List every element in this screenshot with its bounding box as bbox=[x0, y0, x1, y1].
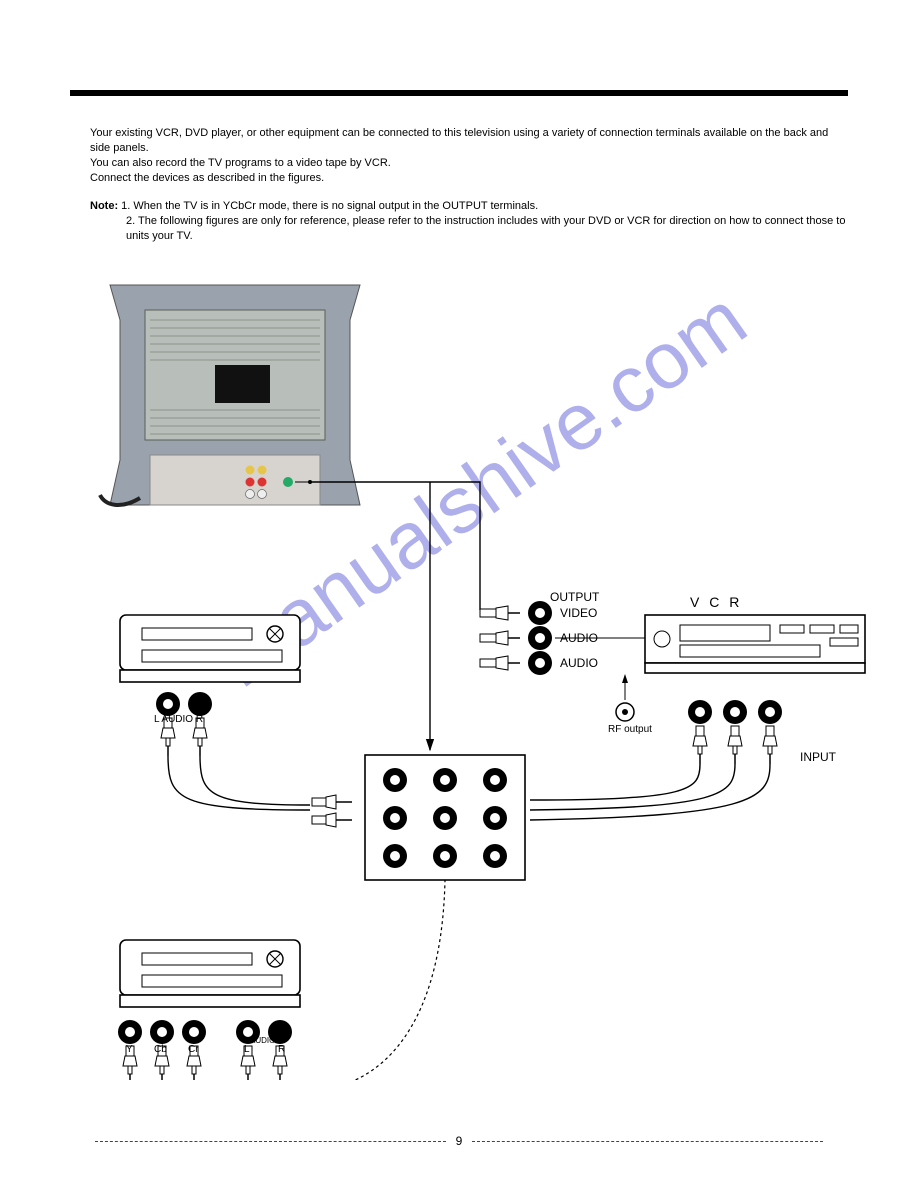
upper-player-audio-l-jack bbox=[156, 692, 180, 716]
component-cr-jack bbox=[182, 1020, 206, 1044]
page-number: 9 bbox=[456, 1134, 463, 1148]
junction-panel bbox=[365, 755, 525, 880]
label-input: INPUT bbox=[800, 750, 836, 764]
vcr-input-jack-2 bbox=[723, 700, 747, 724]
intro-line-1: Your existing VCR, DVD player, or other … bbox=[90, 126, 848, 156]
label-lower-l: L bbox=[244, 1044, 250, 1055]
note-label: Note: bbox=[90, 200, 118, 212]
note-block: Note: 1. When the TV is in YCbCr mode, t… bbox=[90, 199, 848, 244]
vcr-rf-output-jack bbox=[616, 703, 634, 721]
component-cb-jack bbox=[150, 1020, 174, 1044]
vcr-input-plug-3 bbox=[763, 726, 777, 764]
vcr-out-audio-jack-2 bbox=[528, 651, 552, 675]
label-audio-1: AUDIO bbox=[560, 631, 598, 645]
upper-player bbox=[120, 615, 300, 682]
vcr-out-audio-jack-1 bbox=[528, 626, 552, 650]
intro-block: Your existing VCR, DVD player, or other … bbox=[90, 126, 848, 185]
page-footer: 9 bbox=[60, 1133, 858, 1148]
label-rf-output: RF output bbox=[608, 724, 652, 735]
connection-diagram: manualshive.com bbox=[50, 280, 868, 1080]
upper-player-audio-r-jack bbox=[188, 692, 212, 716]
label-upper-laudior: L AUDIO R bbox=[154, 714, 203, 725]
label-vcr: V C R bbox=[690, 594, 742, 610]
label-y: Y bbox=[126, 1044, 133, 1055]
label-video: VIDEO bbox=[560, 606, 597, 620]
component-y-jack bbox=[118, 1020, 142, 1044]
output-plugs bbox=[480, 606, 520, 670]
title-rule bbox=[70, 90, 848, 96]
vcr-input-jack-3 bbox=[758, 700, 782, 724]
vcr-input-plug-1 bbox=[693, 726, 707, 764]
note-line-2: 2. The following figures are only for re… bbox=[90, 214, 848, 244]
note-line-1: 1. When the TV is in YCbCr mode, there i… bbox=[121, 200, 538, 212]
intro-line-3: Connect the devices as described in the … bbox=[90, 171, 848, 186]
label-lower-audio: AUDIO bbox=[250, 1036, 275, 1045]
label-cb: Cb bbox=[154, 1044, 167, 1055]
label-output: OUTPUT bbox=[550, 590, 599, 604]
lower-player bbox=[120, 940, 300, 1007]
intro-line-2: You can also record the TV programs to a… bbox=[90, 156, 848, 171]
tv-back-photo bbox=[100, 285, 360, 505]
label-audio-2: AUDIO bbox=[560, 656, 598, 670]
vcr-input-jack-1 bbox=[688, 700, 712, 724]
label-lower-r: R bbox=[278, 1044, 285, 1055]
diagram-svg bbox=[50, 280, 868, 1080]
vcr-input-plug-2 bbox=[728, 726, 742, 764]
vcr-out-video-jack bbox=[528, 601, 552, 625]
vcr-unit bbox=[645, 615, 865, 673]
label-cr: Cr bbox=[188, 1044, 199, 1055]
